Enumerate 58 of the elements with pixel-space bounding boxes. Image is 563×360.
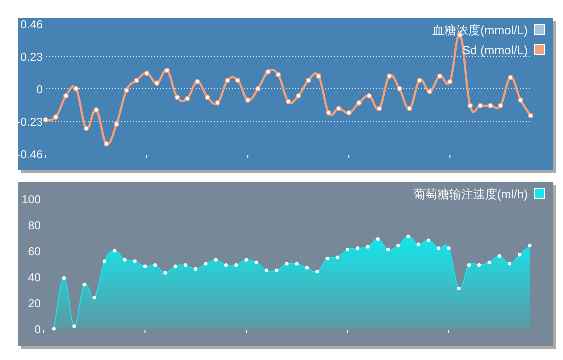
point: [154, 80, 160, 86]
point: [396, 86, 402, 92]
point: [407, 106, 412, 112]
point: [417, 78, 423, 84]
point: [225, 78, 231, 84]
point: [336, 106, 342, 112]
y-tick-label: 60: [28, 246, 41, 258]
y-tick-label: 80: [28, 220, 41, 232]
point: [346, 110, 352, 116]
point: [528, 113, 534, 119]
point: [94, 107, 100, 113]
point: [255, 86, 261, 92]
legend-label: 葡萄糖输注速度(ml/h): [413, 188, 528, 202]
point: [366, 93, 372, 99]
point: [286, 99, 292, 104]
y-tick-label: 0: [36, 84, 43, 96]
point: [144, 70, 150, 76]
point: [518, 98, 524, 104]
point: [427, 89, 433, 95]
y-tick-label: 0.23: [20, 52, 43, 64]
point: [437, 74, 443, 79]
point: [296, 93, 302, 99]
point: [194, 79, 200, 85]
point: [306, 78, 312, 84]
point: [114, 122, 120, 128]
point: [498, 103, 504, 109]
point: [64, 93, 69, 99]
point: [478, 103, 484, 109]
point: [164, 68, 170, 74]
y-tick-label: 0.46: [20, 20, 43, 32]
point: [508, 74, 514, 80]
point: [276, 72, 282, 78]
point: [134, 78, 140, 84]
point: [124, 88, 130, 94]
point: [53, 114, 59, 120]
point: [316, 74, 322, 79]
y-tick-label: 40: [28, 272, 41, 284]
point: [356, 100, 362, 106]
point: [376, 106, 382, 112]
point: [488, 103, 494, 109]
y-tick-label: 0: [34, 324, 41, 336]
point: [468, 103, 474, 109]
y-tick-label: 100: [22, 194, 41, 206]
point: [326, 110, 332, 116]
point: [235, 78, 241, 84]
point: [204, 94, 210, 100]
point: [84, 126, 90, 132]
point: [184, 96, 190, 102]
point: [43, 117, 49, 123]
point: [215, 100, 220, 106]
point: [447, 79, 453, 85]
y-tick-label: 20: [28, 298, 41, 310]
point: [104, 141, 110, 147]
point: [266, 69, 271, 75]
point: [174, 94, 180, 100]
point: [386, 74, 392, 79]
point: [245, 98, 251, 104]
point: [74, 86, 80, 92]
